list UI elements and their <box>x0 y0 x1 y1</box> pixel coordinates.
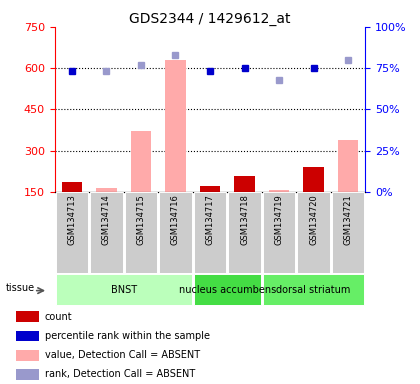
FancyBboxPatch shape <box>159 192 192 273</box>
Bar <box>96 189 117 192</box>
Bar <box>16 350 39 361</box>
Text: GSM134713: GSM134713 <box>67 194 76 245</box>
Bar <box>61 182 82 192</box>
FancyBboxPatch shape <box>194 274 261 306</box>
Text: tissue: tissue <box>5 283 34 293</box>
Title: GDS2344 / 1429612_at: GDS2344 / 1429612_at <box>129 12 291 26</box>
FancyBboxPatch shape <box>90 192 123 273</box>
Bar <box>269 190 289 192</box>
FancyBboxPatch shape <box>297 192 330 273</box>
Bar <box>16 311 39 322</box>
Bar <box>165 60 186 192</box>
Bar <box>200 187 221 192</box>
Bar <box>16 369 39 380</box>
Text: GSM134715: GSM134715 <box>136 194 145 245</box>
FancyBboxPatch shape <box>228 192 261 273</box>
FancyBboxPatch shape <box>263 192 295 273</box>
FancyBboxPatch shape <box>194 192 226 273</box>
FancyBboxPatch shape <box>125 192 157 273</box>
FancyBboxPatch shape <box>332 192 365 273</box>
Text: nucleus accumbens: nucleus accumbens <box>178 285 276 295</box>
Text: BNST: BNST <box>110 285 137 295</box>
Text: GSM134718: GSM134718 <box>240 194 249 245</box>
Text: percentile rank within the sample: percentile rank within the sample <box>45 331 210 341</box>
Text: GSM134716: GSM134716 <box>171 194 180 245</box>
Text: GSM134719: GSM134719 <box>275 194 284 245</box>
FancyBboxPatch shape <box>55 192 88 273</box>
Text: GSM134717: GSM134717 <box>205 194 215 245</box>
Text: rank, Detection Call = ABSENT: rank, Detection Call = ABSENT <box>45 369 195 379</box>
Text: GSM134720: GSM134720 <box>309 194 318 245</box>
Text: GSM134714: GSM134714 <box>102 194 111 245</box>
Bar <box>131 131 151 192</box>
FancyBboxPatch shape <box>55 274 192 306</box>
Bar <box>234 176 255 192</box>
Text: count: count <box>45 312 72 322</box>
Bar <box>338 140 359 192</box>
Text: value, Detection Call = ABSENT: value, Detection Call = ABSENT <box>45 350 200 360</box>
Text: dorsal striatum: dorsal striatum <box>276 285 351 295</box>
Bar <box>303 167 324 192</box>
Text: GSM134721: GSM134721 <box>344 194 353 245</box>
FancyBboxPatch shape <box>263 274 365 306</box>
Bar <box>16 331 39 341</box>
